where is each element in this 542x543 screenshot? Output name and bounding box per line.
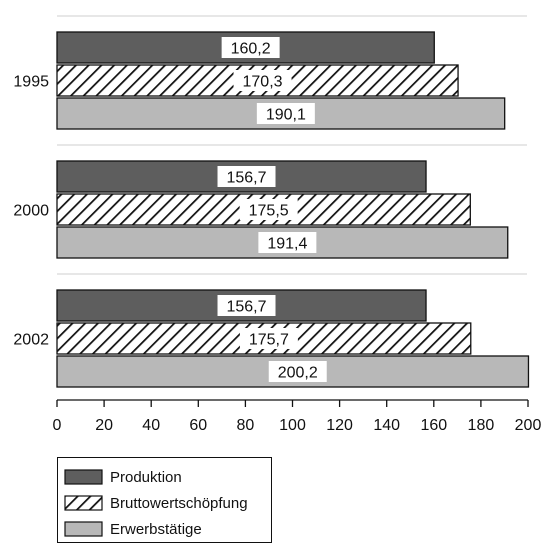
x-tick-label: 80: [237, 417, 255, 434]
data-label-box: [221, 37, 280, 58]
legend-swatch-bruttowertschopfung: [64, 495, 103, 511]
category-label-2000: 2000: [13, 203, 49, 220]
x-tick-label: 0: [53, 417, 62, 434]
data-label-box: [258, 232, 317, 253]
x-tick-label: 120: [326, 417, 353, 434]
data-label-erwerbstatige-1995: 190,1: [266, 107, 306, 124]
data-label-box: [268, 361, 327, 382]
x-axis: 0 20 40 60 80 100 120 140 160 180 200: [53, 399, 542, 434]
data-label-erwerbstatige-2002: 200,2: [278, 365, 318, 382]
legend: Produktion Bruttowertschöpfung Erwerbstäti…: [57, 457, 272, 543]
x-tick-label: 160: [420, 417, 447, 434]
x-tick-label: 40: [142, 417, 160, 434]
data-label-box: [239, 199, 298, 220]
data-label-erwerbstatige-2000: 191,4: [267, 236, 307, 253]
x-tick-label: 180: [468, 417, 495, 434]
x-tick-label: 60: [189, 417, 207, 434]
data-label-produktion-1995: 160,2: [231, 41, 271, 58]
legend-label-erwerbstatige: Erwerbstätige: [110, 521, 202, 538]
data-label-bruttowertschopfung-2002: 175,7: [249, 332, 289, 349]
data-label-bruttowertschopfung-2000: 175,5: [249, 203, 289, 220]
data-label-box: [217, 295, 276, 316]
x-tick-label: 200: [515, 417, 542, 434]
x-tick-label: 140: [373, 417, 400, 434]
x-tick-label: 20: [95, 417, 113, 434]
legend-label-bruttowertschopfung: Bruttowertschöpfung: [110, 495, 248, 512]
x-tick-label: 100: [279, 417, 306, 434]
legend-label-produktion: Produktion: [110, 469, 182, 486]
legend-swatch-erwerbstatige: [64, 521, 103, 537]
data-label-bruttowertschopfung-1995: 170,3: [243, 74, 283, 91]
data-label-box: [217, 166, 276, 187]
category-label-2002: 2002: [13, 332, 49, 349]
category-labels: 1995 2000 2002: [13, 74, 49, 349]
data-label-box: [233, 70, 292, 91]
data-label-box: [239, 328, 298, 349]
data-label-produktion-2002: 156,7: [226, 299, 266, 316]
data-label-box: [256, 103, 315, 124]
legend-swatch-produktion: [64, 469, 103, 485]
data-label-produktion-2000: 156,7: [226, 170, 266, 187]
bars-group: 160,2 170,3 190,1 156,7 175,5 191,4 156,7 175,7…: [56, 31, 530, 388]
group-separators: [57, 15, 527, 275]
category-label-1995: 1995: [13, 74, 49, 91]
